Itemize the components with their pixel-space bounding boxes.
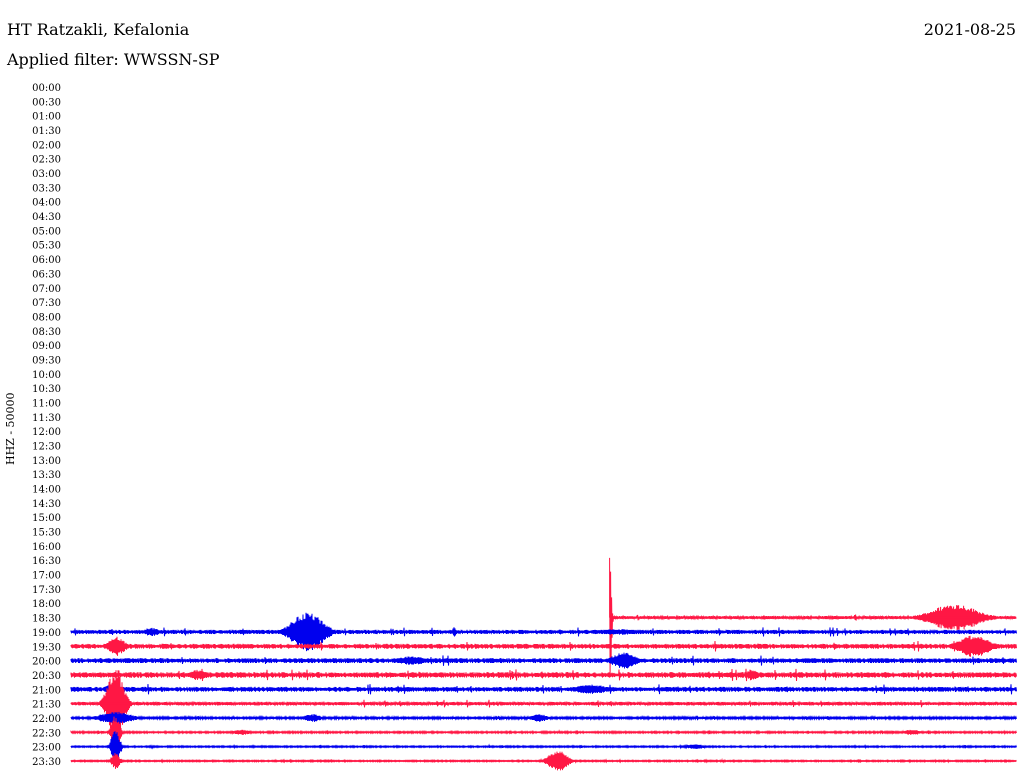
tick-label-2100: 21:00 [32,685,61,696]
tick-label-1200: 12:00 [32,427,61,438]
station-title: HT Ratzakli, Kefalonia [7,20,190,39]
tick-label-1430: 14:30 [32,499,61,510]
tick-label-1630: 16:30 [32,556,61,567]
tick-label-1930: 19:30 [32,642,61,653]
tick-label-1400: 14:00 [32,485,61,496]
tick-label-0330: 03:30 [32,183,61,194]
row-tick-labels: 00:00 00:30 01:00 01:30 02:00 02:30 03:00 03:30… [32,83,61,768]
tick-label-1100: 11:00 [32,398,61,409]
tick-label-0630: 06:30 [32,269,61,280]
tick-label-1700: 17:00 [32,571,61,582]
tick-label-1330: 13:30 [32,470,61,481]
tick-label-0130: 01:30 [32,126,61,137]
tick-label-0600: 06:00 [32,255,61,266]
tick-label-0000: 00:00 [32,83,61,94]
tick-label-0800: 08:00 [32,312,61,323]
tick-label-1900: 19:00 [32,628,61,639]
tick-label-2230: 22:30 [32,728,61,739]
tick-label-0300: 03:00 [32,169,61,180]
tick-label-2200: 22:00 [32,714,61,725]
tick-label-1030: 10:30 [32,384,61,395]
tick-label-0930: 09:30 [32,355,61,366]
tick-label-0900: 09:00 [32,341,61,352]
tick-label-0200: 02:00 [32,140,61,151]
tick-label-0430: 04:30 [32,212,61,223]
tick-label-1730: 17:30 [32,585,61,596]
tick-label-1300: 13:00 [32,456,61,467]
tick-label-2330: 23:30 [32,757,61,768]
tick-label-2300: 23:00 [32,743,61,754]
tick-label-1800: 18:00 [32,599,61,610]
tick-label-0730: 07:30 [32,298,61,309]
tick-label-0030: 00:30 [32,97,61,108]
tick-label-2130: 21:30 [32,700,61,711]
tick-label-1130: 11:30 [32,413,61,424]
tick-label-0100: 01:00 [32,112,61,123]
tick-label-2000: 20:00 [32,657,61,668]
tick-label-1230: 12:30 [32,442,61,453]
tick-label-0400: 04:00 [32,198,61,209]
date-label: 2021-08-25 [923,20,1016,39]
tick-label-2030: 20:30 [32,671,61,682]
tick-label-0830: 08:30 [32,327,61,338]
tick-label-1530: 15:30 [32,528,61,539]
seismic-traces [70,557,1017,771]
tick-label-1600: 16:00 [32,542,61,553]
tick-label-1830: 18:30 [32,614,61,625]
tick-label-1000: 10:00 [32,370,61,381]
tick-label-0700: 07:00 [32,284,61,295]
tick-label-0500: 05:00 [32,226,61,237]
tick-label-1500: 15:00 [32,513,61,524]
tick-label-0530: 05:30 [32,241,61,252]
tick-label-0230: 02:30 [32,155,61,166]
filter-label: Applied filter: WWSSN-SP [7,50,220,69]
